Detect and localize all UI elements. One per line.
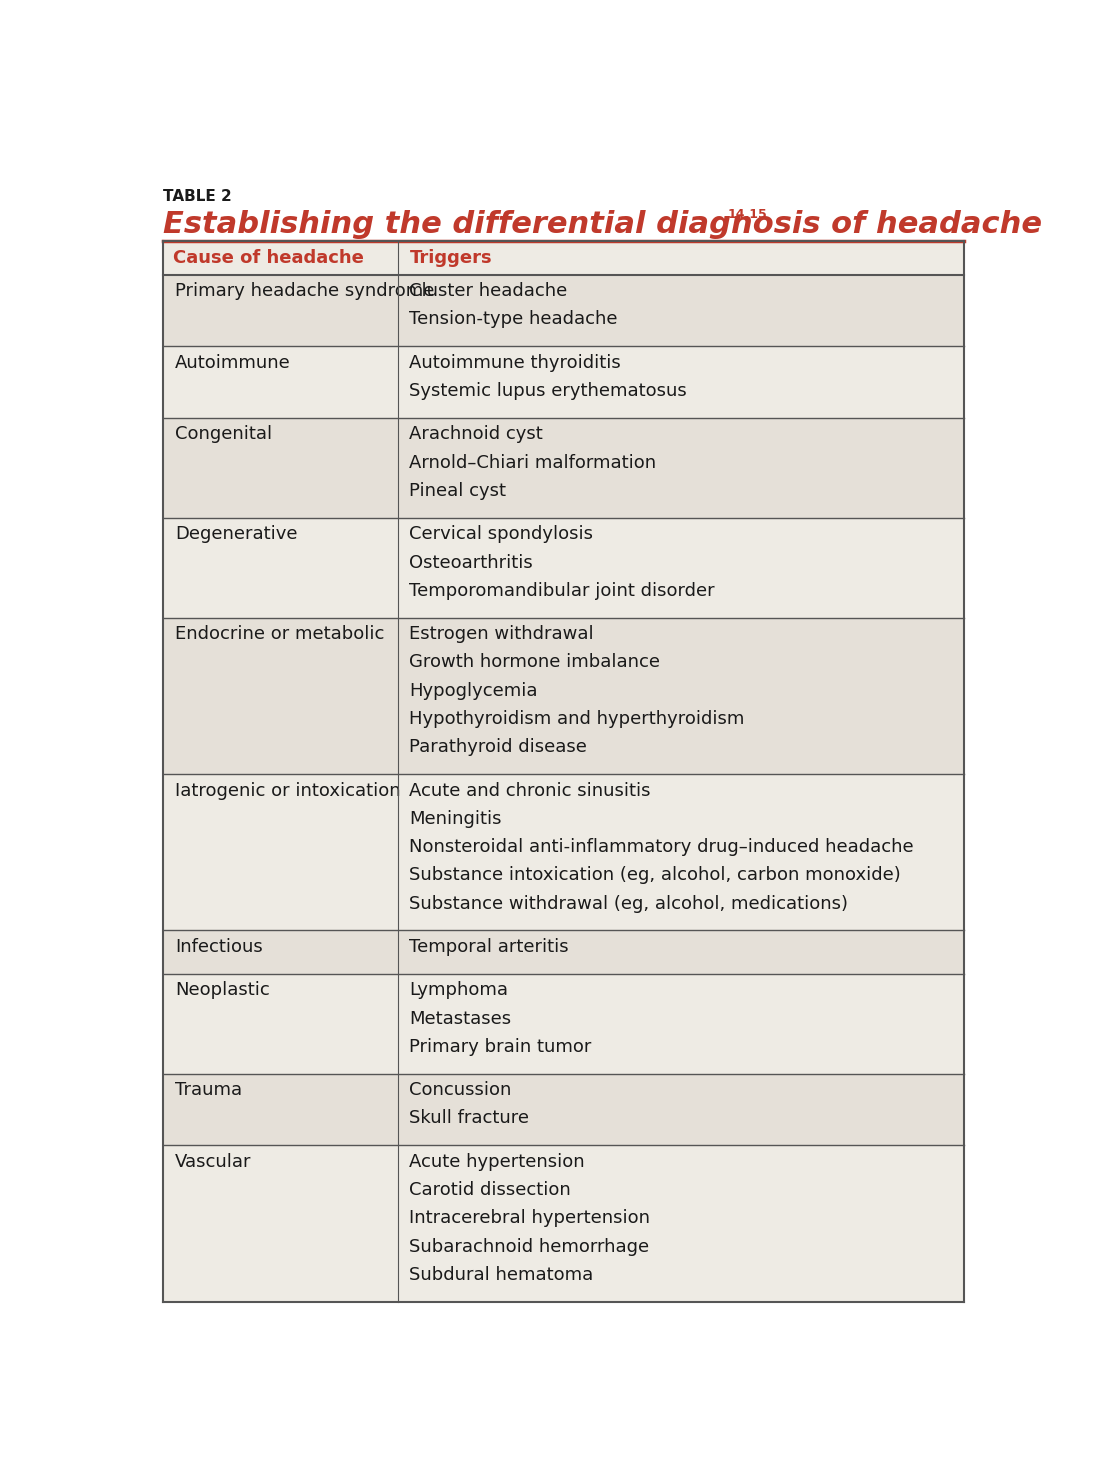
Text: Concussion: Concussion (409, 1081, 512, 1099)
Bar (163, 930, 965, 974)
Text: Systemic lupus erythematosus: Systemic lupus erythematosus (409, 383, 688, 400)
Text: Subdural hematoma: Subdural hematoma (409, 1266, 594, 1284)
Text: Lymphoma: Lymphoma (409, 982, 508, 1000)
Text: Intracerebral hypertension: Intracerebral hypertension (409, 1209, 650, 1228)
Text: TABLE 2: TABLE 2 (163, 190, 232, 205)
Text: Autoimmune thyroiditis: Autoimmune thyroiditis (409, 354, 622, 372)
Text: Pineal cyst: Pineal cyst (409, 482, 506, 500)
Text: Cluster headache: Cluster headache (409, 282, 568, 300)
Text: Metastases: Metastases (409, 1010, 512, 1028)
Text: Substance intoxication (eg, alcohol, carbon monoxide): Substance intoxication (eg, alcohol, car… (409, 866, 901, 884)
Text: Subarachnoid hemorrhage: Subarachnoid hemorrhage (409, 1237, 650, 1256)
Text: Temporal arteritis: Temporal arteritis (409, 937, 569, 957)
Text: Substance withdrawal (eg, alcohol, medications): Substance withdrawal (eg, alcohol, medic… (409, 894, 848, 912)
Bar (163, 274, 965, 347)
Text: Triggers: Triggers (409, 249, 492, 267)
Text: Primary brain tumor: Primary brain tumor (409, 1038, 592, 1056)
Text: Acute hypertension: Acute hypertension (409, 1152, 585, 1170)
Bar (163, 418, 965, 518)
Text: Primary headache syndrome: Primary headache syndrome (175, 282, 434, 300)
Text: Iatrogenic or intoxication: Iatrogenic or intoxication (175, 782, 400, 799)
Bar (163, 974, 965, 1074)
Text: Hypothyroidism and hyperthyroidism: Hypothyroidism and hyperthyroidism (409, 710, 745, 728)
Bar (163, 518, 965, 617)
Text: Nonsteroidal anti-inflammatory drug–induced headache: Nonsteroidal anti-inflammatory drug–indu… (409, 838, 914, 856)
Bar (163, 617, 965, 774)
Text: Skull fracture: Skull fracture (409, 1109, 529, 1127)
Text: Carotid dissection: Carotid dissection (409, 1180, 571, 1200)
Bar (163, 240, 965, 274)
Text: Neoplastic: Neoplastic (175, 982, 270, 1000)
Text: Meningitis: Meningitis (409, 810, 502, 828)
Text: Trauma: Trauma (175, 1081, 242, 1099)
Text: Estrogen withdrawal: Estrogen withdrawal (409, 626, 594, 644)
Text: Infectious: Infectious (175, 937, 263, 957)
Text: Growth hormone imbalance: Growth hormone imbalance (409, 654, 660, 672)
Text: Acute and chronic sinusitis: Acute and chronic sinusitis (409, 782, 651, 799)
Text: Degenerative: Degenerative (175, 525, 297, 543)
Text: Parathyroid disease: Parathyroid disease (409, 739, 587, 756)
Text: 14,15: 14,15 (727, 208, 767, 221)
Text: Temporomandibular joint disorder: Temporomandibular joint disorder (409, 581, 715, 599)
Bar (163, 1145, 965, 1302)
Text: Congenital: Congenital (175, 426, 272, 443)
Text: Hypoglycemia: Hypoglycemia (409, 682, 538, 700)
Bar (163, 1074, 965, 1145)
Text: Cervical spondylosis: Cervical spondylosis (409, 525, 593, 543)
Text: Endocrine or metabolic: Endocrine or metabolic (175, 626, 384, 644)
Text: Establishing the differential diagnosis of headache: Establishing the differential diagnosis … (163, 211, 1042, 239)
Text: Arachnoid cyst: Arachnoid cyst (409, 426, 543, 443)
Text: Osteoarthritis: Osteoarthritis (409, 553, 534, 571)
Text: Vascular: Vascular (175, 1152, 252, 1170)
Bar (163, 347, 965, 418)
Text: Arnold–Chiari malformation: Arnold–Chiari malformation (409, 454, 657, 472)
Text: Autoimmune: Autoimmune (175, 354, 290, 372)
Text: Tension-type headache: Tension-type headache (409, 310, 618, 328)
Text: Cause of headache: Cause of headache (174, 249, 364, 267)
Bar (163, 774, 965, 930)
